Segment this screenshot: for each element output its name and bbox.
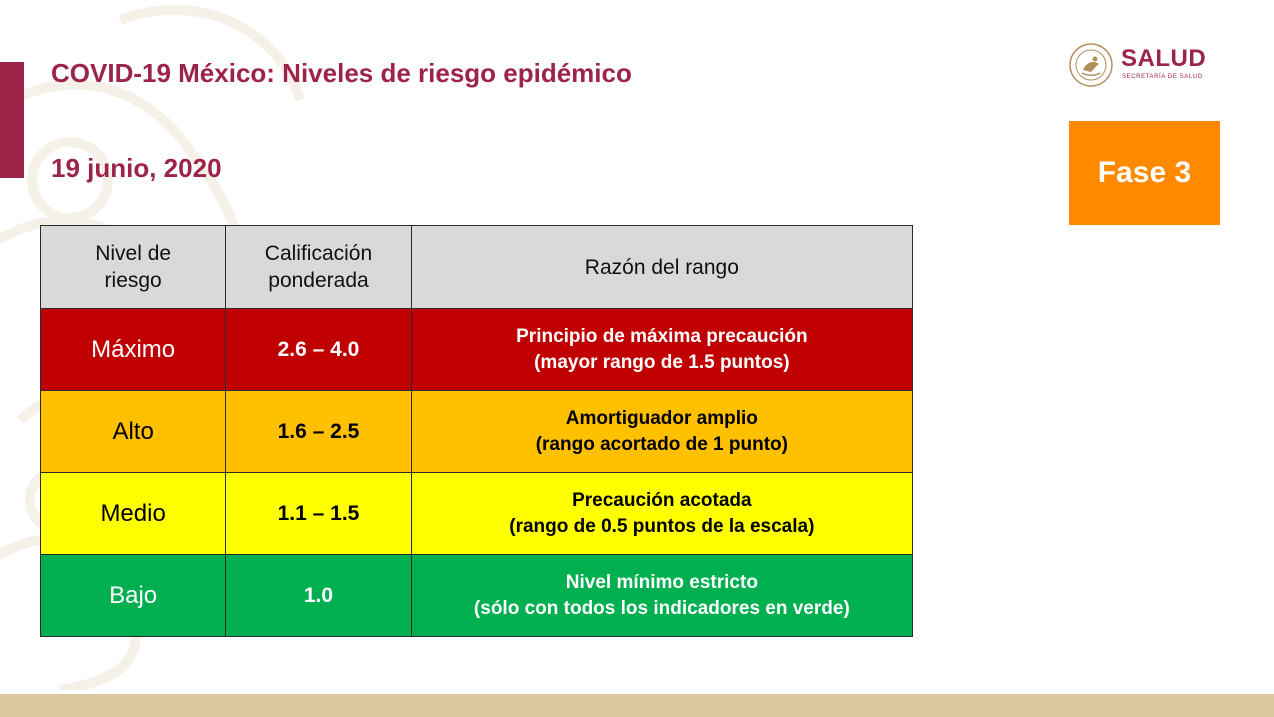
cell-calificacion: 1.0 — [225, 554, 412, 637]
cell-nivel: Bajo — [39, 554, 227, 637]
cell-calificacion: 1.1 – 1.5 — [225, 472, 412, 555]
cell-calificacion: 2.6 – 4.0 — [225, 308, 412, 391]
header-razon: Razón del rango — [410, 225, 914, 309]
salud-logo: SALUD SECRETARÍA DE SALUD — [1068, 42, 1228, 90]
coat-of-arms-icon — [1069, 43, 1113, 87]
slide-title: COVID-19 México: Niveles de riesgo epidé… — [51, 58, 632, 88]
cell-razon: Principio de máxima precaución (mayor ra… — [410, 308, 914, 391]
bottom-decorative-strip — [0, 694, 1274, 717]
cell-nivel: Medio — [39, 472, 227, 555]
logo-brand-text: SALUD — [1121, 45, 1207, 72]
cell-nivel: Máximo — [39, 308, 227, 391]
table-row-bajo: Bajo 1.0 Nivel mínimo estricto (sólo con… — [39, 554, 914, 637]
title-accent-bar — [0, 62, 24, 178]
table-row-maximo: Máximo 2.6 – 4.0 Principio de máxima pre… — [39, 308, 914, 391]
phase-badge: Fase 3 — [1069, 121, 1220, 225]
cell-nivel: Alto — [39, 390, 227, 473]
header-calificacion: Calificación ponderada — [225, 225, 412, 309]
cell-razon: Nivel mínimo estricto (sólo con todos lo… — [410, 554, 914, 637]
table-row-alto: Alto 1.6 – 2.5 Amortiguador amplio (rang… — [39, 390, 914, 473]
risk-levels-table: Nivel de riesgo Calificación ponderada R… — [39, 225, 914, 637]
table-row-medio: Medio 1.1 – 1.5 Precaución acotada (rang… — [39, 472, 914, 555]
table-header-row: Nivel de riesgo Calificación ponderada R… — [39, 225, 914, 309]
cell-razon: Precaución acotada (rango de 0.5 puntos … — [410, 472, 914, 555]
header-nivel: Nivel de riesgo — [39, 225, 227, 309]
cell-calificacion: 1.6 – 2.5 — [225, 390, 412, 473]
slide-date: 19 junio, 2020 — [51, 153, 222, 183]
logo-subtitle: SECRETARÍA DE SALUD — [1122, 74, 1203, 80]
cell-razon: Amortiguador amplio (rango acortado de 1… — [410, 390, 914, 473]
